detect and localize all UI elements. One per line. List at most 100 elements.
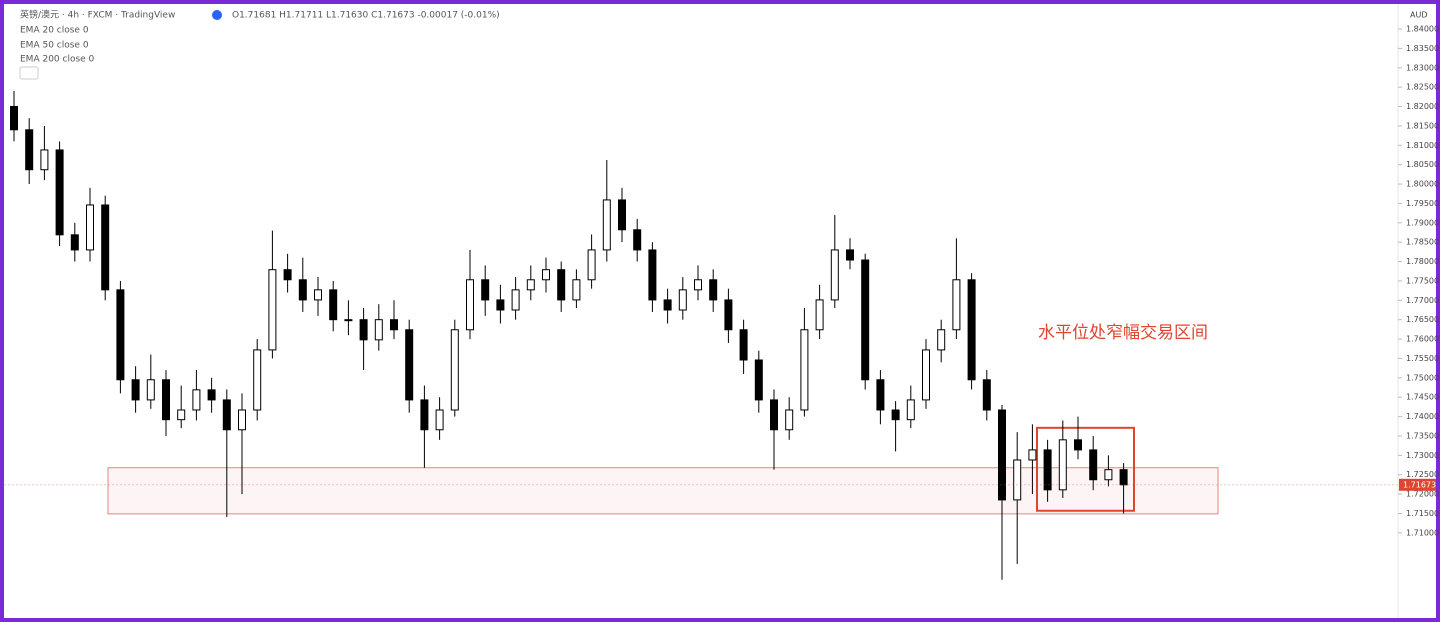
candle-body [207,389,216,401]
candle-body [390,319,398,331]
last-price-tag [1399,478,1436,491]
candle-body [344,319,353,322]
candle-body [1089,449,1098,481]
candle-body [253,349,262,411]
indicator: EMA 200 close 0 [20,55,95,65]
y-tick-label: 1.80500 [1406,160,1439,169]
candle-body [998,409,1006,501]
last-price-label: 1.71673 [1403,480,1436,489]
y-tick-label: 1.71000 [1406,528,1439,537]
candle-body [435,409,444,431]
y-tick-label: 1.79000 [1406,218,1439,227]
candle-body [618,199,626,231]
candle-body [830,249,839,301]
candle-body [146,379,155,401]
candle-body [648,249,657,301]
y-tick-label: 1.74000 [1406,412,1439,421]
candle-body [86,204,94,251]
candle-body [359,319,368,341]
candle-body [222,399,231,431]
axis-unit[interactable]: AUD [1410,11,1428,20]
y-tick-label: 1.77000 [1406,296,1439,305]
candle-body [602,199,611,251]
range-box [1036,426,1135,512]
candle-body [572,279,581,301]
y-tick-label: 1.81500 [1406,121,1439,130]
candle-body [770,399,778,431]
y-tick-label: 1.76000 [1406,335,1439,344]
candle-body [906,399,915,421]
candle-body [450,329,459,411]
status-icon [212,10,222,20]
y-tick-label: 1.76500 [1406,315,1439,324]
candle-body [374,319,383,341]
y-tick-label: 1.71500 [1406,509,1439,518]
candle-body [1058,439,1067,491]
y-tick-label: 1.83500 [1406,44,1439,53]
annotation: 水平位处窄幅交易区间 [1038,323,1208,343]
candle-body [25,129,34,171]
candle-body [116,289,125,381]
candle-body [1028,449,1037,461]
y-tick-label: 1.75000 [1406,373,1439,382]
candle-body [420,399,429,431]
y-tick-label: 1.77500 [1406,276,1439,285]
candle-body [511,289,520,311]
candle-body [496,299,505,311]
candle-body [1043,449,1052,491]
candle-body [785,409,794,431]
candle-body [1119,469,1128,486]
candle-body [10,106,18,131]
y-tick-label: 1.79500 [1406,199,1439,208]
candle-body [982,379,991,411]
candle-body [314,289,322,301]
indicator: EMA 50 close 0 [20,41,89,51]
candle-body [329,289,338,321]
candle-body [1013,459,1022,501]
y-tick-label: 1.81000 [1406,141,1439,150]
candle-body [876,379,885,411]
candle-body [678,289,687,311]
candle-body [131,379,140,401]
candle-body [55,149,64,236]
candle-body [663,299,672,311]
candle-body [815,299,824,331]
candle-body [922,349,930,401]
candle-body [861,259,870,381]
y-tick-label: 1.78500 [1406,238,1439,247]
candle-body [1074,439,1082,451]
y-tick-label: 1.72500 [1406,470,1439,479]
candle-body [633,229,642,251]
candle-body [192,389,201,411]
candle-body [405,329,414,401]
candle-body [891,409,900,421]
symbol-title: 英镑/澳元 · 4h · FXCM · TradingView [20,9,175,21]
y-tick-label: 1.84000 [1406,25,1439,34]
candle-body [587,249,596,281]
candle-body [238,409,246,431]
candle-body [101,204,110,291]
candle-body [40,149,49,171]
candle-body [283,269,292,281]
candle-body [177,409,186,421]
candle-body [754,359,763,401]
candle-body [937,329,946,351]
support-zone [107,467,1219,515]
candle-body [709,279,718,301]
candle-body [694,279,702,291]
y-tick-label: 1.73000 [1406,451,1439,460]
candle-body [526,279,535,291]
candle-body [1104,469,1113,481]
y-tick-label: 1.74500 [1406,393,1439,402]
ohlc-text: O1.71681 H1.71711 L1.71630 C1.71673 -0.0… [232,11,500,21]
y-tick-label: 1.83000 [1406,63,1439,72]
collapse-button[interactable] [19,66,39,80]
candle-body [70,234,79,251]
candle-body [967,279,976,381]
candle-body [268,269,277,351]
y-tick-label: 1.82500 [1406,83,1439,92]
candle-body [481,279,490,301]
y-tick-label: 1.75500 [1406,354,1439,363]
